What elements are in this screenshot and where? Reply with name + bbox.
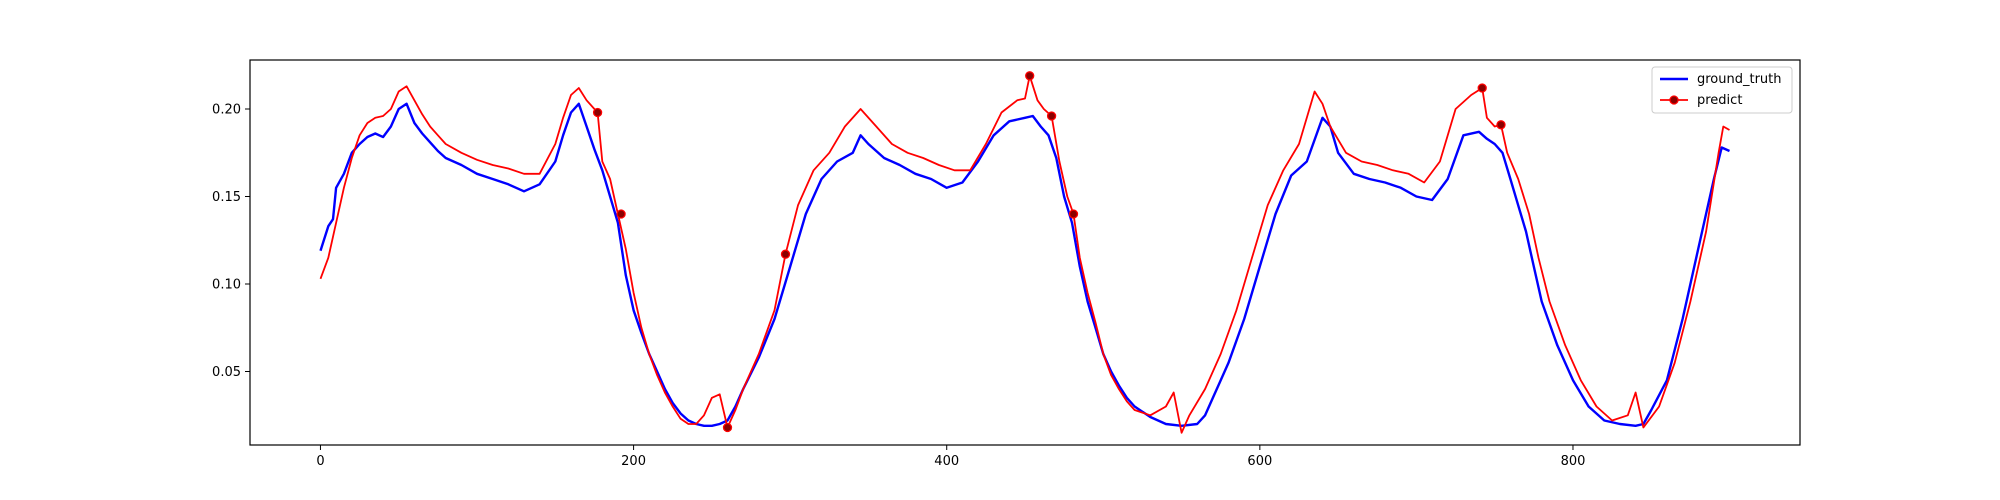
y-tick-label: 0.05 [212,365,241,380]
legend-predict-label: predict [1697,93,1742,108]
predict-marker-7 [1477,83,1487,93]
x-axis: 0 200 400 600 800 [316,445,1585,469]
predict-marker-3 [780,249,791,259]
predict-marker-4 [1025,71,1035,81]
y-tick-label: 0.15 [212,190,241,205]
y-tick-label: 0.20 [212,103,241,118]
x-tick-label: 200 [621,454,646,469]
predict-marker-5 [1046,111,1057,121]
y-tick-label: 0.10 [212,278,241,293]
legend-ground-truth-label: ground_truth [1697,72,1782,87]
legend: ground_truth predict [1651,66,1793,114]
plot-frame [249,59,1801,446]
x-tick-label: 600 [1247,454,1272,469]
series-line-ground-truth [319,102,1730,427]
x-tick-label: 0 [316,454,324,469]
legend-predict-marker [1669,95,1679,105]
marker-layer [592,71,1506,433]
predict-marker-8 [1496,120,1506,130]
predict-marker-0 [592,107,603,118]
x-tick-label: 800 [1561,454,1586,469]
series-line-predict [319,74,1730,434]
predict-marker-2 [722,422,733,433]
predict-marker-6 [1068,209,1079,219]
plot-background [250,60,1800,445]
series-layer [319,74,1730,434]
x-tick-label: 400 [934,454,959,469]
predict-marker-1 [616,209,626,219]
y-axis: 0.05 0.10 0.15 0.20 [212,103,250,380]
